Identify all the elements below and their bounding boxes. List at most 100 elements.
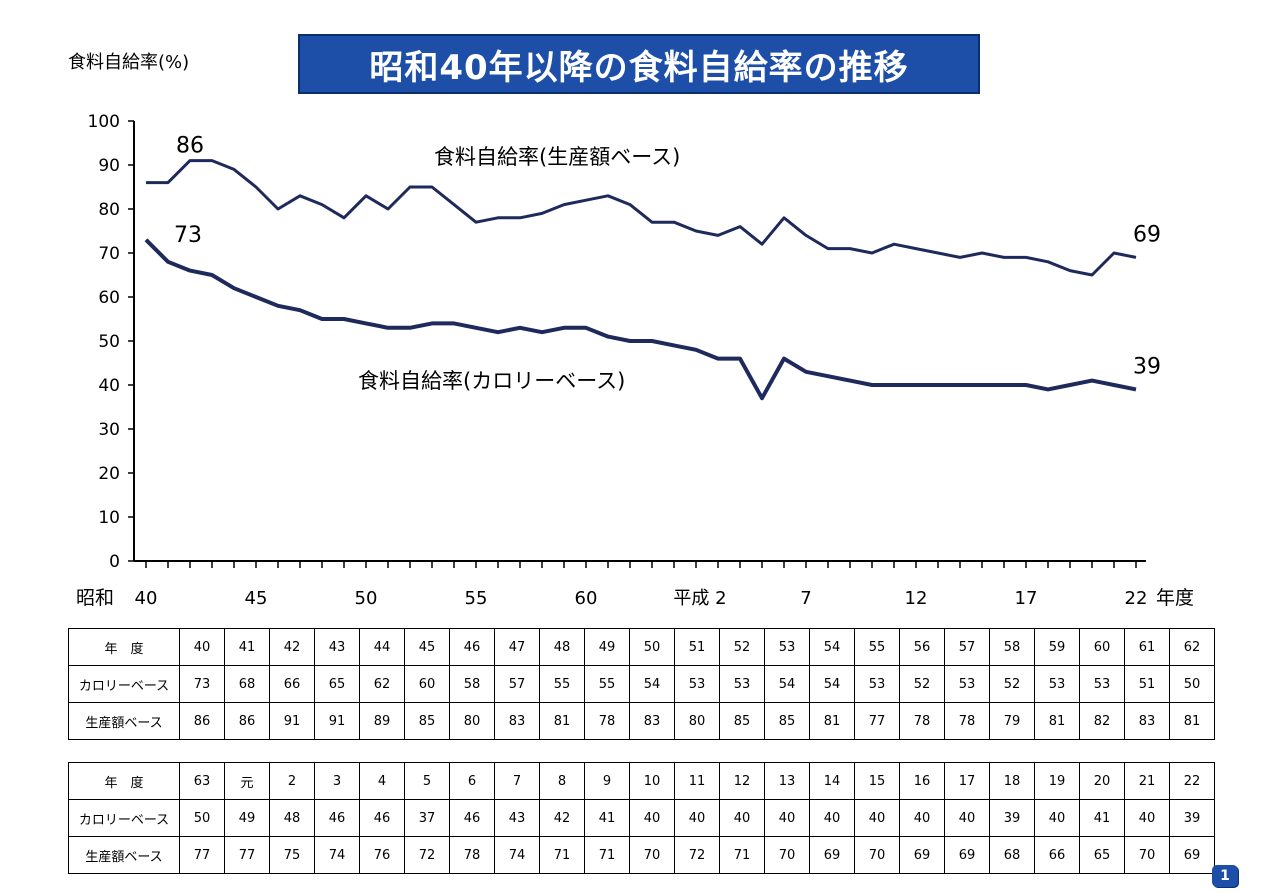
table-cell: 55 [539, 665, 585, 703]
x-tick-label: 60 [575, 588, 598, 609]
y-tick-label: 60 [98, 288, 120, 308]
table-cell: 77 [224, 836, 270, 874]
x-tick-label: 7 [800, 588, 811, 609]
table-cell: 5 [404, 762, 450, 800]
table-cell: 73 [179, 665, 225, 703]
table-cell: 10 [629, 762, 675, 800]
table-cell: 66 [1034, 836, 1080, 874]
table-cell: 6 [449, 762, 495, 800]
table-cell: 83 [1124, 702, 1170, 740]
table-row: 生産額ベース 86 86 91 91 89 85 80 83 81 78 83 80 85 85 81 77 78… [68, 702, 1215, 740]
table-cell: 91 [314, 702, 360, 740]
x-tick-label: 17 [1015, 588, 1038, 609]
table-cell: 8 [539, 762, 585, 800]
row-header: カロリーベース [68, 665, 180, 703]
table-cell: 81 [809, 702, 855, 740]
table-cell: 16 [899, 762, 945, 800]
table-cell: 76 [359, 836, 405, 874]
x-tick-label: 50 [355, 588, 378, 609]
table-cell: 50 [179, 799, 225, 837]
table-cell: 42 [539, 799, 585, 837]
row-header: 生産額ベース [68, 836, 180, 874]
table-cell: 39 [989, 799, 1035, 837]
table-cell: 40 [719, 799, 765, 837]
x-tick-label: 12 [905, 588, 928, 609]
table-cell: 43 [314, 628, 360, 666]
table-cell: 15 [854, 762, 900, 800]
table-cell: 4 [359, 762, 405, 800]
table-row: 生産額ベース 77 77 75 74 76 72 78 74 71 71 70 72 71 70 69 70 69… [68, 836, 1215, 874]
table-cell: 77 [854, 702, 900, 740]
table-cell: 80 [674, 702, 720, 740]
table-cell: 69 [944, 836, 990, 874]
table-cell: 57 [944, 628, 990, 666]
table-cell: 70 [764, 836, 810, 874]
table-cell: 78 [899, 702, 945, 740]
table-cell: 81 [1034, 702, 1080, 740]
year-row: 年 度 40 41 42 43 44 45 46 47 48 49 50 51 52 53 54 55 56 57 5… [68, 628, 1215, 666]
table-cell: 40 [944, 799, 990, 837]
data-label: 73 [174, 223, 202, 248]
table-cell: 13 [764, 762, 810, 800]
row-header: 生産額ベース [68, 702, 180, 740]
table-row: カロリーベース 73 68 66 65 62 60 58 57 55 55 54 53 53 54 54 53 5… [68, 665, 1215, 703]
table-cell: 85 [719, 702, 765, 740]
table-cell: 11 [674, 762, 720, 800]
table-cell: 61 [1124, 628, 1170, 666]
year-row: 年 度 63 元 2 3 4 5 6 7 8 9 10 11 12 13 14 15 16 17 18 19 20 21 22 [68, 762, 1215, 800]
row-header: 年 度 [68, 628, 180, 666]
table-cell: 元 [224, 762, 270, 800]
y-tick-label: 90 [98, 156, 120, 176]
series-line-2 [144, 238, 1137, 401]
x-tick-label: 平成 2 [673, 588, 726, 609]
table-cell: 60 [1079, 628, 1125, 666]
table-cell: 37 [404, 799, 450, 837]
data-table-1: 年 度 40 41 42 43 44 45 46 47 48 49 50 51 52 53 54 55 56 57 5… [68, 628, 1215, 740]
table-cell: 65 [1079, 836, 1125, 874]
y-tick-label: 100 [88, 112, 120, 132]
table-cell: 57 [494, 665, 540, 703]
table-cell: 62 [359, 665, 405, 703]
table-cell: 71 [719, 836, 765, 874]
table-cell: 70 [1124, 836, 1170, 874]
table-cell: 39 [1169, 799, 1215, 837]
table-cell: 81 [1169, 702, 1215, 740]
x-tick-label: 55 [465, 588, 488, 609]
table-cell: 81 [539, 702, 585, 740]
table-cell: 78 [944, 702, 990, 740]
table-cell: 71 [539, 836, 585, 874]
table-cell: 72 [404, 836, 450, 874]
y-tick-label: 0 [109, 552, 120, 572]
data-label: 39 [1133, 354, 1161, 379]
table-cell: 60 [404, 665, 450, 703]
table-cell: 59 [1034, 628, 1080, 666]
x-era-label: 昭和 [76, 587, 114, 609]
table-cell: 72 [674, 836, 720, 874]
table-cell: 53 [854, 665, 900, 703]
table-cell: 74 [314, 836, 360, 874]
table-cell: 69 [1169, 836, 1215, 874]
table-cell: 54 [809, 665, 855, 703]
table-cell: 50 [629, 628, 675, 666]
data-label: 86 [176, 134, 204, 159]
table-cell: 53 [944, 665, 990, 703]
table-cell: 85 [404, 702, 450, 740]
table-cell: 86 [179, 702, 225, 740]
table-cell: 21 [1124, 762, 1170, 800]
table-row: カロリーベース 50 49 48 46 46 37 46 43 42 41 40 40 40 40 40 40 4… [68, 799, 1215, 837]
table-cell: 41 [224, 628, 270, 666]
table-cell: 78 [584, 702, 630, 740]
table-cell: 52 [989, 665, 1035, 703]
table-cell: 69 [809, 836, 855, 874]
table-cell: 14 [809, 762, 855, 800]
table-cell: 91 [269, 702, 315, 740]
table-cell: 9 [584, 762, 630, 800]
table-cell: 45 [404, 628, 450, 666]
y-tick-label: 70 [98, 244, 120, 264]
y-tick-label: 30 [98, 420, 120, 440]
table-cell: 66 [269, 665, 315, 703]
table-cell: 54 [629, 665, 675, 703]
table-cell: 40 [1034, 799, 1080, 837]
table-cell: 65 [314, 665, 360, 703]
table-cell: 69 [899, 836, 945, 874]
